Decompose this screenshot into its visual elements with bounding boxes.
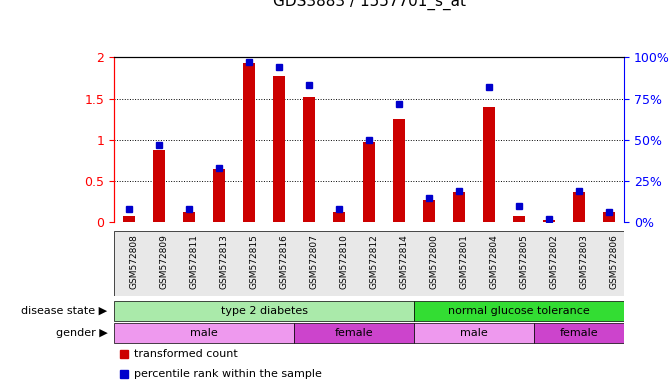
Text: GSM572800: GSM572800: [429, 234, 438, 289]
Text: percentile rank within the sample: percentile rank within the sample: [134, 369, 322, 379]
Bar: [213, 169, 225, 222]
Text: GSM572813: GSM572813: [219, 234, 228, 289]
Text: GSM572812: GSM572812: [369, 234, 378, 289]
Text: type 2 diabetes: type 2 diabetes: [221, 306, 307, 316]
Bar: [153, 150, 165, 222]
Text: GDS3883 / 1557701_s_at: GDS3883 / 1557701_s_at: [272, 0, 466, 10]
Text: GSM572802: GSM572802: [549, 234, 558, 289]
Text: GSM572809: GSM572809: [159, 234, 168, 289]
Text: female: female: [335, 328, 373, 338]
FancyBboxPatch shape: [414, 301, 624, 321]
Bar: [333, 212, 345, 222]
Text: GSM572816: GSM572816: [279, 234, 288, 289]
Text: GSM572814: GSM572814: [399, 234, 408, 289]
Bar: [273, 76, 285, 222]
Bar: [483, 107, 495, 222]
Bar: [303, 97, 315, 222]
Text: GSM572803: GSM572803: [579, 234, 588, 289]
Text: male: male: [460, 328, 488, 338]
Text: GSM572806: GSM572806: [609, 234, 618, 289]
Text: GSM572805: GSM572805: [519, 234, 528, 289]
FancyBboxPatch shape: [534, 323, 624, 343]
Text: GSM572815: GSM572815: [249, 234, 258, 289]
Text: female: female: [560, 328, 599, 338]
FancyBboxPatch shape: [114, 323, 294, 343]
Bar: [423, 200, 435, 222]
Bar: [543, 220, 555, 222]
Text: GSM572807: GSM572807: [309, 234, 318, 289]
Bar: [243, 63, 255, 222]
Text: GSM572804: GSM572804: [489, 234, 498, 289]
Bar: [573, 192, 585, 222]
Bar: [453, 192, 465, 222]
FancyBboxPatch shape: [114, 231, 624, 296]
Text: GSM572808: GSM572808: [129, 234, 138, 289]
Text: gender ▶: gender ▶: [56, 328, 107, 338]
Text: normal glucose tolerance: normal glucose tolerance: [448, 306, 590, 316]
FancyBboxPatch shape: [114, 301, 414, 321]
Text: GSM572810: GSM572810: [339, 234, 348, 289]
FancyBboxPatch shape: [294, 323, 414, 343]
FancyBboxPatch shape: [414, 323, 534, 343]
Text: disease state ▶: disease state ▶: [21, 306, 107, 316]
Bar: [183, 212, 195, 222]
Bar: [513, 216, 525, 222]
Bar: [363, 142, 375, 222]
Bar: [123, 216, 135, 222]
Bar: [393, 119, 405, 222]
Text: GSM572811: GSM572811: [189, 234, 198, 289]
Text: male: male: [190, 328, 218, 338]
Text: transformed count: transformed count: [134, 349, 238, 359]
Bar: [603, 212, 615, 222]
Text: GSM572801: GSM572801: [459, 234, 468, 289]
